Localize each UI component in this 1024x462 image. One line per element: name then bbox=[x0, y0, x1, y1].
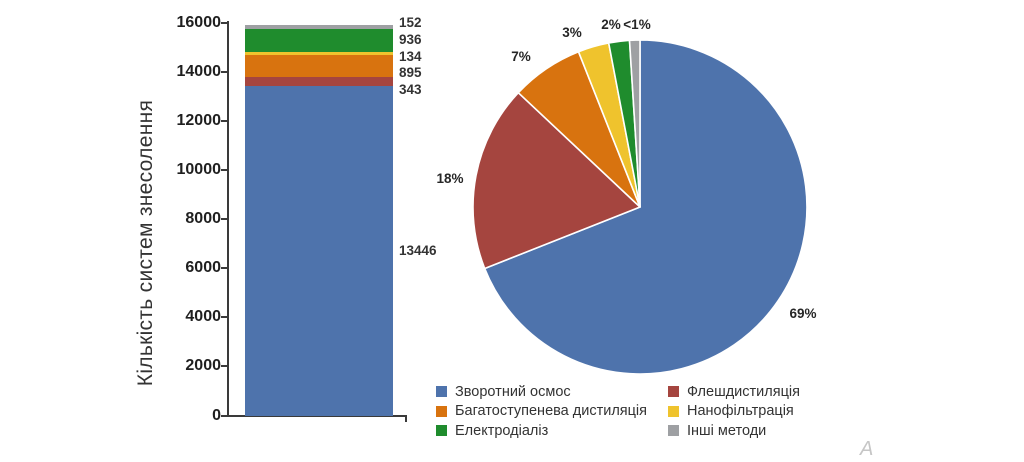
bar-segment bbox=[245, 77, 393, 86]
legend-label: Багатоступенева дистиляція bbox=[455, 403, 648, 420]
y-tick-mark bbox=[221, 71, 227, 74]
legend-item: Багатоступенева дистиляція bbox=[436, 402, 668, 422]
legend-swatch bbox=[668, 405, 679, 417]
y-tick-label: 6000 bbox=[185, 259, 221, 277]
chart-legend: Зворотний осмос Багатоступенева дистиляці… bbox=[436, 382, 800, 441]
y-tick-label: 2000 bbox=[185, 357, 221, 375]
y-tick-mark bbox=[221, 169, 227, 172]
pie-percent-label: 69% bbox=[789, 306, 816, 321]
legend-item: Нанофільтрація bbox=[668, 402, 800, 422]
legend-column: Флешдистиляція Нанофільтрація Інші методи bbox=[668, 382, 800, 441]
legend-swatch bbox=[436, 425, 447, 437]
y-tick-mark bbox=[221, 120, 227, 123]
legend-label: Електродіаліз bbox=[455, 422, 549, 439]
pie-percent-label: 18% bbox=[436, 171, 463, 186]
bar-value-label: 13446 bbox=[399, 243, 437, 258]
legend-label: Інші методи bbox=[687, 422, 767, 439]
legend-swatch bbox=[436, 405, 447, 417]
pie-slice bbox=[483, 39, 808, 375]
legend-item: Інші методи bbox=[668, 421, 800, 441]
bar-value-label: 343 bbox=[399, 81, 422, 97]
legend-swatch bbox=[436, 386, 447, 398]
y-tick-mark bbox=[221, 267, 227, 270]
bar-segment bbox=[245, 52, 393, 56]
legend-swatch bbox=[668, 425, 679, 437]
x-axis-end-tick bbox=[405, 415, 407, 422]
bar-value-label: 152 bbox=[399, 15, 422, 30]
stacked-bar bbox=[245, 23, 393, 416]
legend-item: Флешдистиляція bbox=[668, 382, 800, 402]
x-axis-line bbox=[227, 415, 407, 417]
legend-label: Зворотний осмос bbox=[455, 383, 571, 400]
pie-percent-label: 7% bbox=[511, 49, 531, 64]
watermark-letter: A bbox=[860, 438, 874, 460]
bar-value-label: 134 bbox=[399, 48, 422, 64]
pie-slice bbox=[472, 91, 641, 270]
y-tick-mark bbox=[221, 22, 227, 24]
y-tick-label: 8000 bbox=[185, 210, 221, 228]
y-tick-mark bbox=[221, 414, 227, 417]
legend-swatch bbox=[668, 386, 679, 398]
y-tick-label: 14000 bbox=[176, 63, 222, 81]
bar-value-label: 936 bbox=[399, 32, 422, 47]
legend-label: Флешдистиляція bbox=[687, 383, 800, 400]
bar-segment bbox=[245, 55, 393, 78]
bar-segment bbox=[245, 85, 393, 416]
pie-percent-label: <1% bbox=[623, 17, 650, 32]
pie-percent-label: 3% bbox=[562, 25, 582, 40]
bar-segment bbox=[245, 25, 393, 30]
y-tick-label: 10000 bbox=[176, 161, 222, 179]
pie-percent-label: 2% bbox=[601, 17, 621, 32]
y-axis-line bbox=[227, 21, 229, 417]
legend-column: Зворотний осмос Багатоступенева дистиляці… bbox=[436, 382, 668, 441]
y-tick-label: 12000 bbox=[176, 112, 222, 130]
y-tick-mark bbox=[221, 365, 227, 368]
y-tick-label: 0 bbox=[212, 406, 221, 424]
legend-item: Зворотний осмос bbox=[436, 382, 668, 402]
legend-item: Електродіаліз bbox=[436, 421, 668, 441]
y-tick-label: 16000 bbox=[176, 14, 222, 31]
y-tick-mark bbox=[221, 218, 227, 221]
y-tick-mark bbox=[221, 316, 227, 319]
pie-slice bbox=[628, 39, 641, 208]
bar-value-label: 895 bbox=[399, 65, 422, 80]
bar-segment bbox=[245, 29, 393, 53]
y-tick-label: 4000 bbox=[185, 308, 221, 326]
legend-label: Нанофільтрація bbox=[687, 403, 794, 420]
